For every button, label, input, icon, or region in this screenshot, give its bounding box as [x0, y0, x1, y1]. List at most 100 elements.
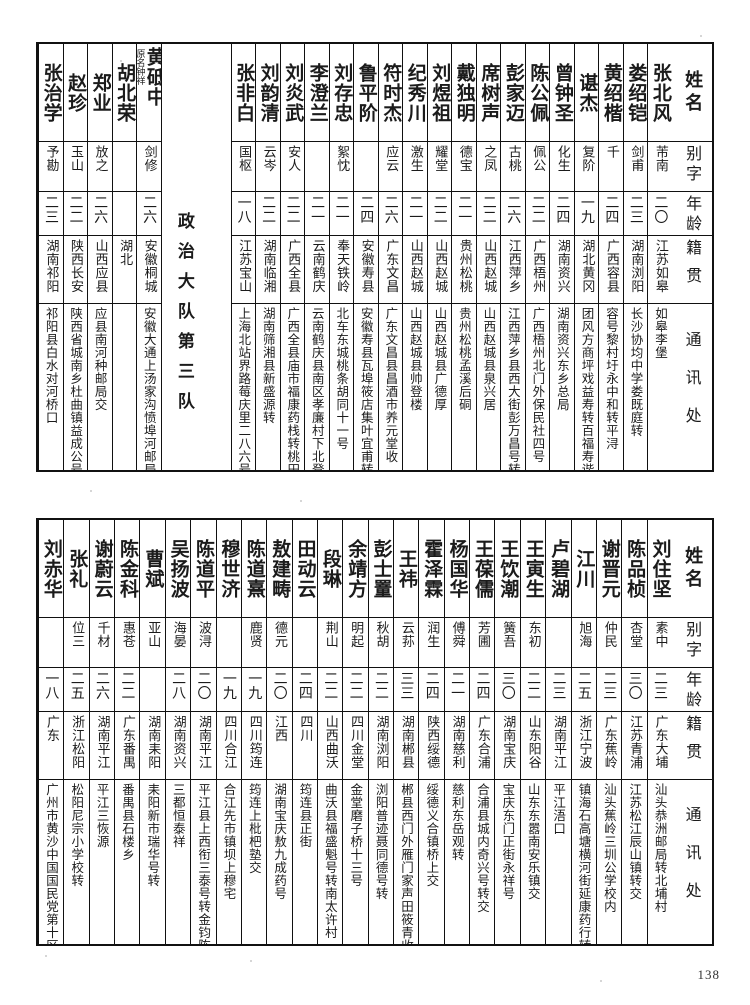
- roster-entry-column[interactable]: 卢碧湖 二三 湖南平江 平江浯口: [545, 520, 571, 944]
- roster-entry-column[interactable]: 纪秀川 激生 二一 山西赵城 山西赵城县帅登楼: [402, 44, 427, 470]
- entry-address: 山西赵城县广德厚: [432, 307, 448, 411]
- entry-cell-alias: [39, 618, 64, 668]
- roster-entry-column[interactable]: 席树声 之凤 二二 山西赵城 山西赵城县泉兴居: [475, 44, 501, 470]
- roster-entry-column[interactable]: 刘韵清 云岑 二二 湖南临湘 湖南筛湘县新盛源转: [255, 44, 280, 470]
- entry-cell-address: 北车东城桃条胡同十一号: [330, 304, 354, 470]
- entry-age: 二四: [554, 195, 571, 224]
- roster-entry-column[interactable]: 江川 旭海 二五 浙江宁波 镇海石高塘横河街延康药行转: [570, 520, 596, 944]
- roster-entry-column[interactable]: 符时杰 应云 二六 广东文昌 广东文昌县昌酒市养元堂收: [377, 44, 403, 470]
- entry-address: 北车东城桃条胡同十一号: [334, 307, 350, 450]
- roster-table-bottom: 姓名 别字 年龄 籍贯 通讯处 刘住坚 素中 二三 广东大埔 汕头恭洲邮局转北埔村 陈品桢 杏堂 三〇江…: [36, 518, 714, 946]
- entry-age: 二一: [407, 195, 424, 224]
- roster-entry-column[interactable]: 刘炎武 安人 二二 广西全县 广西全县庙市福康药栈转桃田坞: [279, 44, 305, 470]
- roster-entry-column[interactable]: 田动云 二四 四川 筠连县正街: [291, 520, 317, 944]
- roster-entry-column[interactable]: 张礼 位三 二五 浙江松阳 松阳尼宗小学校转: [63, 520, 89, 944]
- entry-cell-alias: 絮忱: [329, 142, 354, 192]
- entry-cell-name: 刘煜祖: [427, 44, 452, 142]
- entry-address: 如皋李堡: [652, 307, 668, 359]
- entry-cell-name: 王祎: [394, 520, 419, 618]
- roster-entry-column[interactable]: 胡北荣 湖北: [111, 44, 137, 470]
- entry-cell-origin: 浙江宁波: [571, 712, 596, 780]
- roster-entry-column[interactable]: 戴独明 德宝 二一 贵州松桃 贵州松桃孟溪后硐: [451, 44, 476, 470]
- roster-entry-column[interactable]: 谢蔚云 千材 二六 湖南平江 平江三恢源: [88, 520, 115, 944]
- entry-cell-origin: 广东大埔: [647, 712, 672, 780]
- entry-age: 二二: [529, 195, 546, 224]
- roster-entry-column[interactable]: 张非白 国枢 一八 江苏宝山 上海北站界路莓庆里二八六号娄东张: [230, 44, 256, 470]
- roster-entry-column[interactable]: 谌杰 复阶 一九 湖北黄冈 团风方商坪戏益寿转百福寿谐保大药店交: [573, 44, 599, 470]
- roster-entry-column[interactable]: 霍泽霖 润生 二四 陕西绥德 绥德义合镇桥上交: [418, 520, 444, 944]
- entry-cell-alias: 应云: [378, 142, 403, 192]
- entry-cell-age: 二二: [256, 192, 280, 236]
- roster-entry-column[interactable]: 赵珍 玉山 二二 陕西长安 陕西省城南乡杜曲镇益成公号转: [62, 44, 88, 470]
- roster-entry-column[interactable]: 娄绍铠 剑甫 二三 湖南浏阳 长沙协均中学娄既庭转: [622, 44, 648, 470]
- roster-entry-column[interactable]: 刘赤华 一八 广东 广州市黄沙中国国民党第十区党部栗之光交: [38, 520, 64, 944]
- roster-entry-column[interactable]: 王饮潮 簧吾 三〇 湖南宝庆 宝庆东门正街永祥号: [494, 520, 520, 944]
- roster-entry-column[interactable]: 郑业 放之 二六 山西应县 应县南河种邮局交: [87, 44, 112, 470]
- entry-cell-age: 二三: [623, 192, 648, 236]
- entry-cell-address: [113, 304, 137, 470]
- column-headers: 姓名 别字 年龄 籍贯 通讯处: [672, 44, 712, 470]
- roster-entry-column[interactable]: 张治学 予勘 二三 湖南祁阳 祁阳县白水对河桥口: [38, 44, 63, 470]
- entry-origin: 广西全县: [285, 239, 301, 293]
- roster-entry-column[interactable]: 穆世济 一九 四川合江 合江先市镇坝上穆宅: [215, 520, 241, 944]
- entry-origin: 湖南慈利: [449, 715, 465, 769]
- entry-alias: 千: [603, 145, 619, 159]
- entry-alias: 国枢: [236, 145, 252, 172]
- entry-cell-address: 湖南资兴东乡总局: [550, 304, 574, 470]
- roster-entry-column[interactable]: 曾钟圣 化生 二四 湖南资兴 湖南资兴东乡总局: [549, 44, 574, 470]
- entry-cell-origin: 湖北黄冈: [574, 236, 599, 304]
- entry-origin: 山西曲沃: [322, 715, 338, 769]
- entry-cell-origin: 广西容县: [599, 236, 623, 304]
- roster-entry-column[interactable]: 李澄兰 二一 云南鹤庆 云南鹤庆县南区孝廉村下北登李宅: [304, 44, 329, 470]
- entry-name: 赵珍: [65, 73, 88, 113]
- entry-cell-alias: 荆山: [317, 618, 343, 668]
- entry-alias: 簧吾: [500, 621, 516, 648]
- roster-entry-column[interactable]: 鲁平阶 二四 安徽寿县 安徽寿县瓦埠筱店集叶宜甫转: [353, 44, 378, 470]
- roster-entry-column[interactable]: 陈道熹 鹿贤 一九 四川筠连 筠连上枇杷塾交: [240, 520, 267, 944]
- roster-entry-column[interactable]: 陈公佩 佩公 二二 广西梧州 广西梧州北门外保民社四号: [524, 44, 550, 470]
- entry-cell-address: 应县南河种邮局交: [88, 304, 112, 470]
- entry-cell-alias: 明起: [343, 618, 368, 668]
- roster-entry-column[interactable]: 陈品桢 杏堂 三〇 江苏青浦 江苏松江辰山镇转交: [621, 520, 647, 944]
- roster-entry-column[interactable]: 黄绍楷千二四 广西容县 容号黎村圩永中和转平浔: [598, 44, 623, 470]
- entry-name: 刘韵清: [257, 63, 280, 123]
- entry-cell-name: 张北风: [648, 44, 672, 142]
- entry-alias: 杏堂: [627, 621, 643, 648]
- roster-entry-column[interactable]: 黄砥中 原名钟祥 剑修 二六 安徽桐城 安徽大通上汤家沟愤埠河邮局交: [136, 44, 161, 470]
- roster-entry-column[interactable]: 王葆儒 芳圃 二四 广东合浦 合浦县城内奇兴号转交: [469, 520, 495, 944]
- header-label-address: 通讯处: [682, 330, 702, 445]
- roster-entry-column[interactable]: 刘存忠 絮忱 二一 奉天铁岭 北车东城桃条胡同十一号: [328, 44, 354, 470]
- roster-entry-column[interactable]: 曹斌 亚山 湖南耒阳 耒阳新市瑞华号转: [139, 520, 165, 944]
- entry-age: 二一: [456, 195, 473, 224]
- entry-cell-alias: 鹿贤: [241, 618, 267, 668]
- roster-entry-column[interactable]: 王祎 云荪 三三 湖南郴县 郴县西门外雁门家声田筱青收转: [393, 520, 419, 944]
- roster-entry-column[interactable]: 刘煜祖 耀堂 二二 山西赵城 山西赵城县广德厚: [426, 44, 452, 470]
- roster-entry-column[interactable]: 陈金科 惠苍 二二 广东番禺 番禺县石楼乡: [114, 520, 140, 944]
- roster-entry-column[interactable]: 段琳 荆山 二二 山西曲沃 曲沃县福盛魁号转南太许村: [316, 520, 343, 944]
- roster-entry-column[interactable]: 敖建畴 德元 二〇 江西 湖南宝庆敖九成药号: [266, 520, 292, 944]
- entry-cell-origin: 四川筠连: [241, 712, 267, 780]
- roster-entry-column[interactable]: 王寅生 东初 二二 山东阳谷 山东东嚣南安乐镇交: [519, 520, 546, 944]
- entry-cell-origin: 湖南耒阳: [140, 712, 165, 780]
- header-cell-origin: 籍贯: [672, 236, 712, 304]
- entry-name: 席树声: [478, 63, 501, 123]
- roster-entry-column[interactable]: 刘住坚 素中 二三 广东大埔 汕头恭洲邮局转北埔村: [646, 520, 672, 944]
- roster-entry-column[interactable]: 余靖方 明起 二二 四川金堂 金堂磨子桥十三号: [342, 520, 368, 944]
- roster-entry-column[interactable]: 吴扬波 海晏 二八 湖南资兴 三都恒泰祥: [164, 520, 191, 944]
- roster-entry-column[interactable]: 陈道平 波浔 二〇 湖南平江 平江县上西衔三泰号转金钧陈益俦堂: [190, 520, 216, 944]
- roster-entry-column[interactable]: 彭家迈 古桃 二六 江西萍乡 江西萍乡县西大街彭万昌号转: [500, 44, 525, 470]
- entry-name: 娄绍铠: [625, 63, 648, 123]
- entry-cell-alias: 化生: [550, 142, 574, 192]
- header-cell-address: 通讯处: [672, 780, 712, 944]
- roster-entry-column[interactable]: 彭士罿 秋胡 二二 湖南浏阳 浏阳普迹聂同德号转: [367, 520, 394, 944]
- entry-cell-address: 耒阳新市瑞华号转: [140, 780, 164, 944]
- entry-cell-alias: 放之: [88, 142, 112, 192]
- entry-cell-name: 王葆儒: [470, 520, 495, 618]
- roster-entry-column[interactable]: 杨国华 傅舜 二一 湖南慈利 慈利东岳观转: [443, 520, 470, 944]
- entry-cell-origin: 湖北: [112, 236, 137, 304]
- roster-entry-column[interactable]: 张北风 芾南 二〇 江苏如皋 如皋李堡: [647, 44, 672, 470]
- entry-cell-alias: 古桃: [501, 142, 525, 192]
- entry-cell-alias: 佩公: [525, 142, 550, 192]
- entry-age: 三〇: [499, 671, 516, 700]
- roster-entry-column[interactable]: 谢晋元 仲民 二三 广东蕉岭 汕头蕉岭三圳公学校内: [595, 520, 622, 944]
